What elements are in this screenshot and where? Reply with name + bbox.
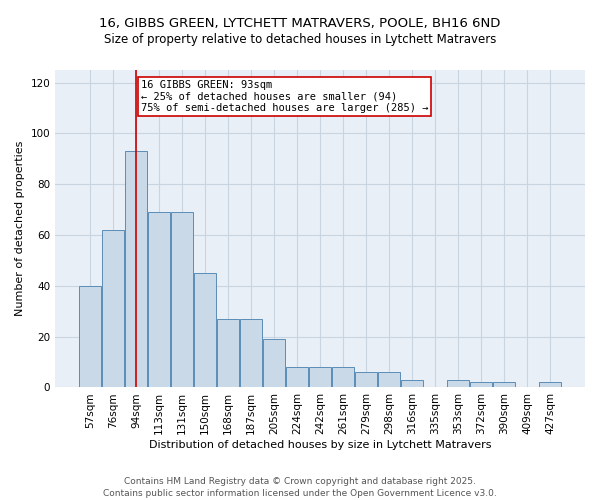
Text: 16, GIBBS GREEN, LYTCHETT MATRAVERS, POOLE, BH16 6ND: 16, GIBBS GREEN, LYTCHETT MATRAVERS, POO… [100, 18, 500, 30]
Bar [401, 380, 423, 388]
Text: 16 GIBBS GREEN: 93sqm
← 25% of detached houses are smaller (94)
75% of semi-deta: 16 GIBBS GREEN: 93sqm ← 25% of detached … [141, 80, 428, 114]
X-axis label: Distribution of detached houses by size in Lytchett Matravers: Distribution of detached houses by size … [149, 440, 491, 450]
Bar [355, 372, 377, 388]
Y-axis label: Number of detached properties: Number of detached properties [15, 141, 25, 316]
Bar [493, 382, 515, 388]
Bar [378, 372, 400, 388]
Bar [470, 382, 492, 388]
Bar [217, 319, 239, 388]
Bar [332, 367, 354, 388]
Bar [102, 230, 124, 388]
Text: Contains HM Land Registry data © Crown copyright and database right 2025.
Contai: Contains HM Land Registry data © Crown c… [103, 476, 497, 498]
Bar [263, 339, 285, 388]
Bar [79, 286, 101, 388]
Bar [240, 319, 262, 388]
Bar [539, 382, 561, 388]
Bar [125, 152, 147, 388]
Bar [148, 212, 170, 388]
Text: Size of property relative to detached houses in Lytchett Matravers: Size of property relative to detached ho… [104, 32, 496, 46]
Bar [309, 367, 331, 388]
Bar [171, 212, 193, 388]
Bar [447, 380, 469, 388]
Bar [194, 273, 216, 388]
Bar [286, 367, 308, 388]
